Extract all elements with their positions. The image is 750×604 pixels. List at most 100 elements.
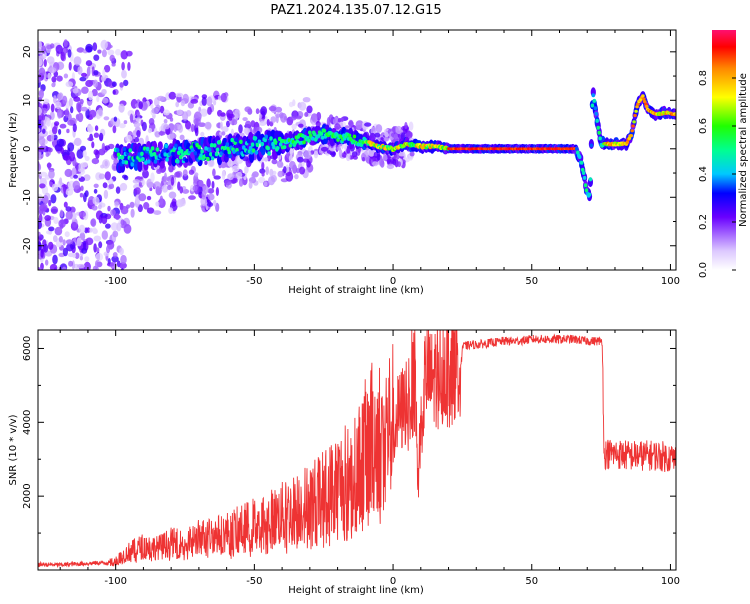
spectrogram-noise-blob <box>45 259 49 266</box>
spectrogram-noise-blob <box>86 227 91 233</box>
spectrogram-noise-blob <box>60 147 64 155</box>
spectrogram-noise-blob <box>200 108 208 117</box>
spectrogram-noise-blob <box>83 261 91 270</box>
spectrogram-noise-blob <box>313 150 319 159</box>
spectrogram-noise-blob <box>45 270 50 278</box>
spectrogram-noise-blob <box>110 261 117 270</box>
spectrogram-noise-blob <box>80 106 88 112</box>
spectrogram-ytick-label: 10 <box>22 94 33 107</box>
spectrogram-noise-blob <box>136 111 141 118</box>
spectrogram-ridge-core <box>255 142 260 148</box>
spectrogram-noise-blob <box>110 209 116 217</box>
spectrogram-noise-blob <box>44 215 52 221</box>
spectrogram-noise-blob <box>78 224 86 234</box>
colorbar-tick-label: 0.2 <box>698 214 709 230</box>
spectrogram-noise-blob <box>42 195 49 205</box>
spectrogram-noise-blob <box>113 116 118 122</box>
spectrogram-noise-blob <box>59 177 63 185</box>
spectrogram-ridge-core <box>193 151 198 156</box>
spectrogram-noise-blob <box>53 95 57 104</box>
spectrogram-noise-blob <box>72 88 79 94</box>
spectrogram-noise-blob <box>75 268 81 270</box>
spectrogram-ridge-core <box>251 148 256 153</box>
spectrogram-noise-blob <box>234 108 241 119</box>
spectrogram-noise-blob <box>149 187 153 192</box>
spectrogram-noise-blob <box>283 166 287 174</box>
spectrogram-ridge-core <box>596 125 600 130</box>
spectrogram-noise-blob <box>41 113 46 121</box>
spectrogram-noise-blob <box>123 79 129 87</box>
spectrogram-noise-blob <box>98 132 104 142</box>
colorbar-label: Normalized spectral amplitude <box>738 73 749 227</box>
spectrogram-noise-blob <box>261 172 265 177</box>
spectrogram-ridge-core <box>149 152 154 157</box>
spectrogram-noise-blob <box>255 108 260 115</box>
spectrogram-noise-blob <box>91 158 100 165</box>
spectrogram-ridge-core <box>204 146 208 151</box>
spectrogram-ridge-core <box>282 145 287 150</box>
spectrogram-ridge-core <box>642 97 646 101</box>
spectrogram-noise-blob <box>91 141 95 149</box>
spectrogram-noise-blob <box>409 151 415 157</box>
spectrogram-noise-blob <box>135 117 142 122</box>
snr-series-line <box>38 330 676 569</box>
colorbar-tick-label: 0.4 <box>698 166 709 182</box>
spectrogram-noise-blob <box>136 130 141 138</box>
spectrogram-ridge-core <box>644 104 649 109</box>
spectrogram-noise-blob <box>40 248 44 258</box>
spectrogram-ytick-label: 0 <box>22 146 33 152</box>
spectrogram-noise-blob <box>288 155 293 162</box>
spectrogram-noise-blob <box>94 125 99 132</box>
spectrogram-noise-blob <box>259 121 267 126</box>
spectrogram-noise-blob <box>137 204 143 213</box>
spectrogram-noise-blob <box>221 170 226 181</box>
spectrogram-noise-blob <box>306 105 313 114</box>
spectrogram-noise-blob <box>84 156 90 161</box>
spectrogram-noise-blob <box>298 166 306 175</box>
spectrogram-noise-blob <box>200 196 207 206</box>
spectrogram-noise-blob <box>374 132 381 138</box>
snr-xtick-label: 100 <box>661 576 680 587</box>
spectrogram-noise-blob <box>180 100 186 107</box>
spectrogram-ridge-core <box>295 139 300 144</box>
spectrogram-noise-blob <box>155 201 160 207</box>
spectrogram-ridge-core <box>164 143 168 149</box>
spectrogram-ridge-core <box>214 152 219 157</box>
spectrogram-noise-blob <box>101 88 107 95</box>
spectrogram-noise-blob <box>50 103 55 113</box>
spectrogram-noise-blob <box>67 142 75 152</box>
spectrogram-ridge-core <box>258 135 263 140</box>
spectrogram-noise-blob <box>48 199 52 207</box>
spectrogram-noise-blob <box>120 254 127 265</box>
spectrogram-noise-blob <box>106 245 111 254</box>
spectrogram-ridge-core <box>593 106 598 111</box>
spectrogram-noise-blob <box>269 168 274 177</box>
spectrogram-noise-blob <box>45 152 50 157</box>
spectrogram-noise-blob <box>159 105 165 114</box>
spectrogram-noise-blob <box>81 72 87 77</box>
spectrogram-ridge-core <box>581 171 586 175</box>
colorbar-tick-label: 0.0 <box>698 262 709 278</box>
spectrogram-noise-blob <box>289 161 296 170</box>
spectrogram-ridge-core <box>124 160 129 165</box>
spectrogram-ridge-core <box>594 111 598 116</box>
spectrogram-noise-blob <box>38 220 42 230</box>
spectrogram-noise-blob <box>143 202 150 210</box>
spectrogram-noise-blob <box>77 263 85 269</box>
spectrogram-ridge-halo <box>137 159 143 172</box>
spectrogram-noise-blob <box>76 149 84 159</box>
spectrogram-noise-blob <box>132 130 136 140</box>
spectrogram-ridge-core <box>117 155 122 161</box>
spectrogram-noise-blob <box>185 120 191 130</box>
spectrogram-noise-blob <box>89 227 93 233</box>
spectrogram-ridge-core <box>134 159 138 164</box>
spectrogram-noise-blob <box>139 182 142 187</box>
spectrogram-noise-blob <box>127 61 131 71</box>
spectrogram-noise-blob <box>167 184 172 191</box>
spectrogram-ridge-core <box>120 155 125 160</box>
spectrogram-noise-blob <box>302 97 311 103</box>
spectrogram-noise-blob <box>95 252 104 261</box>
spectrogram-noise-blob <box>397 161 402 168</box>
spectrogram-ridge-core <box>128 148 132 153</box>
spectrogram-noise-blob <box>79 76 87 82</box>
